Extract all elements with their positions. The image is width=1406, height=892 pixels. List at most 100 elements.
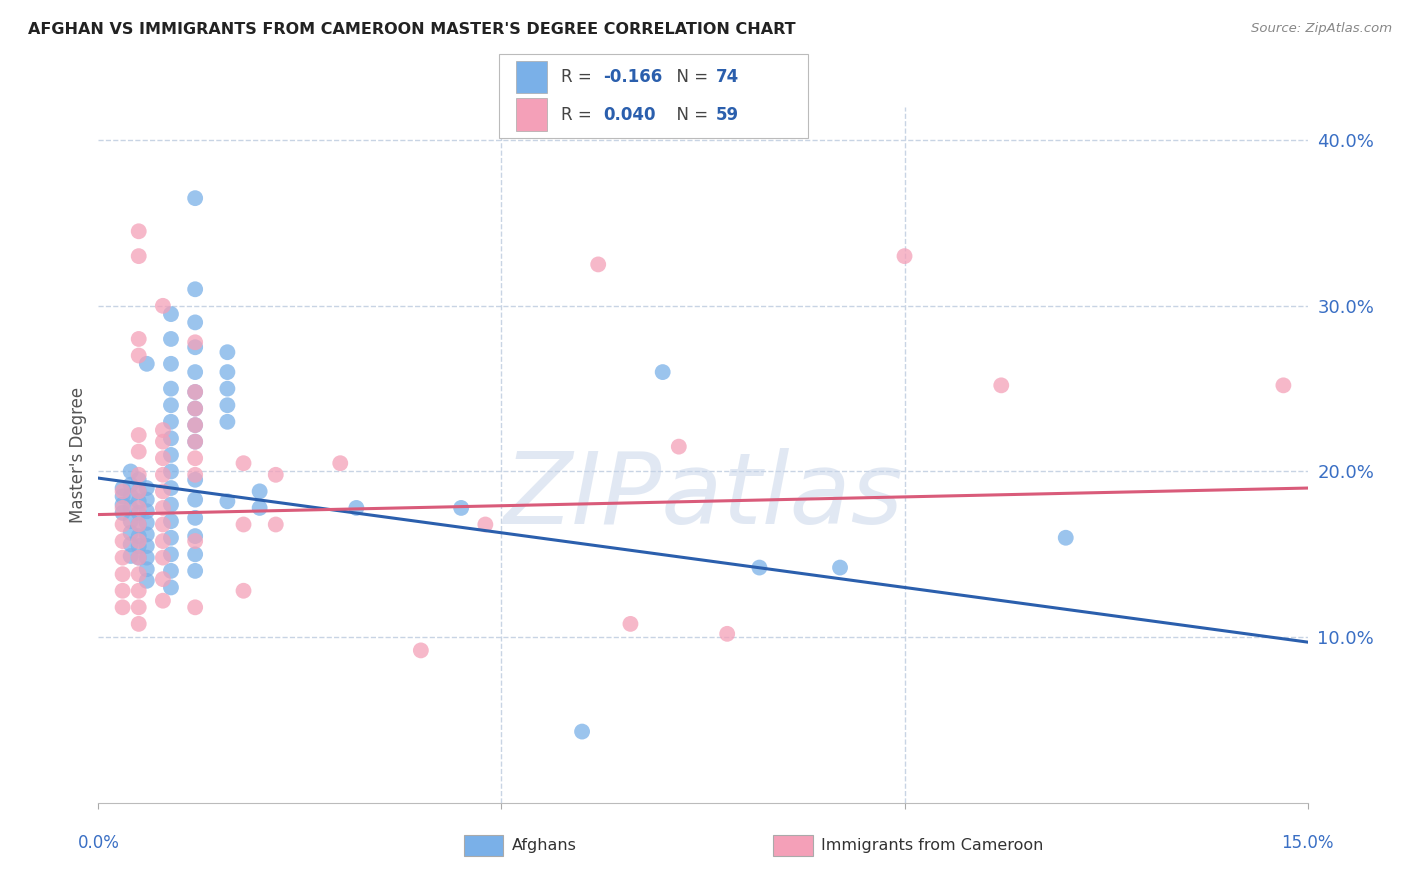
Point <box>184 564 207 578</box>
Point <box>184 434 207 449</box>
Point <box>586 257 609 271</box>
Point <box>217 494 239 508</box>
Point <box>120 500 142 515</box>
Point <box>135 539 157 553</box>
Point <box>160 357 183 371</box>
Point <box>329 456 352 470</box>
Point <box>128 428 150 442</box>
Point <box>128 467 150 482</box>
Point <box>184 282 207 296</box>
Point <box>990 378 1012 392</box>
Point <box>128 249 150 263</box>
Point <box>217 365 239 379</box>
Point <box>184 365 207 379</box>
Text: 15.0%: 15.0% <box>1281 834 1334 852</box>
Point <box>152 423 174 437</box>
Point <box>184 191 207 205</box>
Point <box>111 550 134 565</box>
Point <box>160 448 183 462</box>
Point <box>160 307 183 321</box>
Text: -0.166: -0.166 <box>603 69 662 87</box>
Point <box>111 506 134 520</box>
Point <box>1054 531 1077 545</box>
Point <box>716 627 738 641</box>
Point <box>128 500 150 515</box>
Point <box>128 332 150 346</box>
Point <box>152 467 174 482</box>
Point <box>135 357 157 371</box>
Point <box>217 345 239 359</box>
Point <box>184 434 207 449</box>
Point <box>160 564 183 578</box>
Point <box>152 550 174 565</box>
Point <box>111 500 134 515</box>
Point <box>135 481 157 495</box>
Point <box>128 517 150 532</box>
Point <box>152 484 174 499</box>
Point <box>184 401 207 416</box>
Point <box>128 539 150 553</box>
Point <box>184 335 207 350</box>
Point <box>128 529 150 543</box>
Point <box>128 484 150 499</box>
Point <box>184 384 207 399</box>
Point <box>217 398 239 412</box>
Point <box>264 517 287 532</box>
Point <box>152 593 174 607</box>
Point <box>184 529 207 543</box>
Point <box>1272 378 1295 392</box>
Point <box>893 249 915 263</box>
Point <box>128 567 150 582</box>
Point <box>184 600 207 615</box>
Point <box>160 581 183 595</box>
Point <box>668 440 690 454</box>
Point <box>152 517 174 532</box>
Point <box>128 550 150 565</box>
Point <box>344 500 367 515</box>
Text: 74: 74 <box>716 69 740 87</box>
Point <box>152 534 174 549</box>
Point <box>160 398 183 412</box>
Point <box>184 473 207 487</box>
Point <box>184 492 207 507</box>
Text: R =: R = <box>561 105 598 123</box>
Point <box>120 549 142 563</box>
Text: 59: 59 <box>716 105 738 123</box>
Text: N =: N = <box>666 69 714 87</box>
Point <box>128 600 150 615</box>
Point <box>184 384 207 399</box>
Point <box>128 473 150 487</box>
Point <box>111 534 134 549</box>
Y-axis label: Master's Degree: Master's Degree <box>69 387 87 523</box>
Point <box>128 484 150 499</box>
Point <box>152 299 174 313</box>
Point <box>184 547 207 561</box>
Point <box>111 600 134 615</box>
Point <box>651 365 673 379</box>
Point <box>184 315 207 329</box>
Point <box>152 451 174 466</box>
Point <box>128 349 150 363</box>
Point <box>828 560 851 574</box>
Text: 0.0%: 0.0% <box>77 834 120 852</box>
Point <box>120 537 142 551</box>
Point <box>128 534 150 549</box>
Point <box>160 332 183 346</box>
Text: R =: R = <box>561 69 598 87</box>
Point <box>128 506 150 520</box>
Point <box>249 500 271 515</box>
Point <box>160 481 183 495</box>
Point <box>160 382 183 396</box>
Point <box>184 418 207 433</box>
Point <box>160 431 183 445</box>
Text: Immigrants from Cameroon: Immigrants from Cameroon <box>821 838 1043 853</box>
Point <box>120 477 142 491</box>
Point <box>184 401 207 416</box>
Point <box>128 224 150 238</box>
Point <box>152 434 174 449</box>
Point <box>111 481 134 495</box>
Text: AFGHAN VS IMMIGRANTS FROM CAMEROON MASTER'S DEGREE CORRELATION CHART: AFGHAN VS IMMIGRANTS FROM CAMEROON MASTE… <box>28 22 796 37</box>
Point <box>111 567 134 582</box>
Point <box>120 489 142 503</box>
Point <box>135 504 157 518</box>
